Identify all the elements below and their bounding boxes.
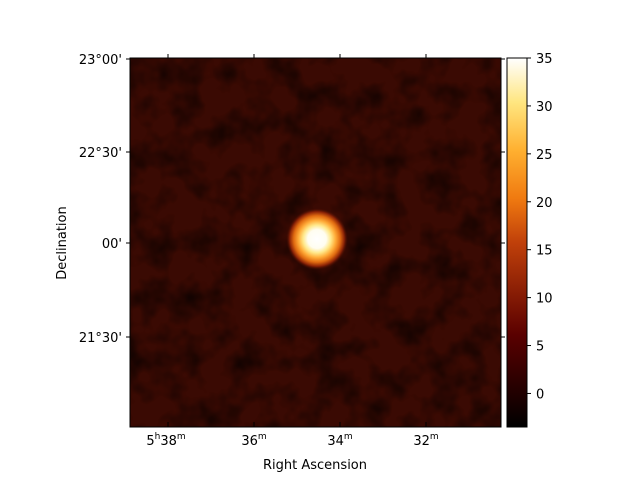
x-tick-label-3: 32m [413, 432, 438, 449]
colorbar-gradient [506, 57, 528, 428]
colorbar-tick-label: 20 [536, 196, 553, 211]
map-image [130, 58, 501, 427]
colorbar-tick-label: 15 [536, 244, 553, 259]
colorbar-tick-label: 0 [536, 387, 544, 402]
colorbar: 35 30 25 20 15 10 5 0 [506, 52, 553, 428]
colorbar-tick-label: 25 [536, 148, 553, 163]
colorbar-tick-label: 10 [536, 292, 553, 307]
colorbar-tick-label: 30 [536, 100, 553, 115]
y-tick-label-2: 00' [102, 237, 122, 252]
y-tick-label-1: 22°30' [79, 146, 122, 161]
colorbar-tick-label: 5 [536, 340, 544, 355]
x-tick-label-1: 36m [241, 432, 266, 449]
x-tick-label-2: 34m [327, 432, 352, 449]
y-axis-label: Declination [55, 206, 70, 280]
colorbar-ticks: 35 30 25 20 15 10 5 0 [527, 52, 553, 402]
bright-source [286, 208, 348, 270]
y-tick-marks [126, 58, 505, 338]
x-tick-label-0: 5h38m [146, 432, 185, 449]
x-axis-label: Right Ascension [263, 458, 367, 473]
colorbar-tick-label: 35 [536, 52, 553, 67]
y-tick-label-0: 23°00' [79, 53, 122, 68]
x-tick-marks [167, 54, 427, 427]
y-tick-label-3: 21°30' [79, 331, 122, 346]
